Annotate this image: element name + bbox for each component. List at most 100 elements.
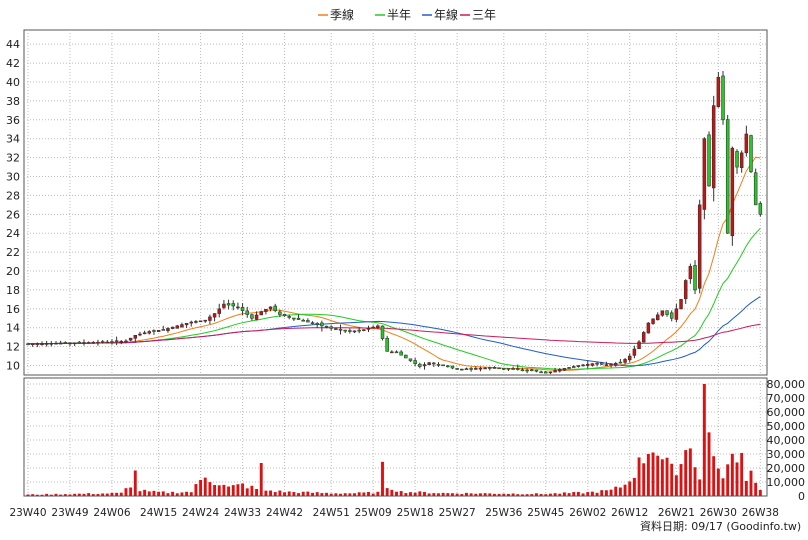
candle-body (245, 310, 249, 315)
legend: 季線 半年 年線 三年 (318, 7, 496, 22)
candle-body (105, 341, 110, 344)
candle-body (324, 325, 329, 328)
candle-body (586, 363, 590, 366)
price-tick-label: 32 (6, 152, 20, 165)
volume-bar (562, 492, 566, 496)
volume-bar (451, 493, 454, 496)
volume-bar (567, 493, 571, 496)
volume-tick-label: 80,000 (767, 378, 806, 391)
candle-body (460, 368, 464, 371)
price-tick-label: 12 (6, 341, 20, 354)
volume-bar (395, 491, 398, 496)
candle-body (320, 322, 324, 327)
candle-body (170, 326, 175, 329)
candle-body (222, 303, 226, 308)
volume-tick-label: 10,000 (767, 476, 806, 489)
price-panel: 10 12 14 16 18 20 22 24 26 28 30 32 34 36 38 40 42 44 (6, 29, 768, 376)
volume-bar (26, 494, 30, 496)
volume-bar (203, 477, 207, 496)
volume-bar (637, 457, 641, 496)
volume-bar (129, 487, 133, 496)
price-tick-label: 18 (6, 284, 20, 297)
volume-bar (660, 459, 664, 496)
volume-bar (413, 492, 417, 496)
candle-body (231, 303, 235, 307)
candle-body (175, 325, 180, 329)
candle-body (58, 342, 63, 345)
candle-body (282, 313, 287, 317)
candle-body (203, 319, 207, 322)
x-tick-label: 24W15 (140, 507, 177, 519)
volume-bar (348, 493, 352, 496)
volume-bar (754, 482, 758, 496)
price-tick-label: 42 (6, 57, 20, 70)
candle-body (595, 362, 599, 365)
candle-body (217, 308, 221, 314)
candle-body (100, 341, 105, 343)
candle-body (688, 266, 693, 280)
volume-bar (418, 491, 422, 496)
volume-bar (119, 492, 123, 496)
volume-bar (133, 470, 137, 496)
volume-bar (520, 494, 524, 496)
volume-bar (702, 384, 706, 496)
x-tick-label: 26W30 (700, 507, 737, 519)
volume-bar (479, 493, 482, 496)
candle-body (194, 321, 198, 323)
volume-bar (642, 463, 646, 496)
volume-bar (623, 484, 627, 496)
volume-bar (544, 494, 548, 496)
candle-body (604, 364, 609, 366)
candle-body (697, 204, 702, 289)
volume-bar (507, 493, 510, 496)
volume-bar (171, 491, 175, 496)
volume-bar (553, 493, 557, 496)
candle-body (26, 343, 30, 345)
candle-body (366, 328, 371, 330)
candle-body (511, 368, 515, 370)
volume-bar (651, 452, 655, 496)
volume-bar (432, 493, 436, 496)
candle-body (254, 314, 259, 320)
candle-body (119, 340, 124, 344)
x-tick-label: 26W12 (611, 507, 648, 519)
candle-body (739, 152, 744, 168)
volume-bar (670, 463, 674, 496)
candles (26, 70, 763, 375)
volume-bar (525, 494, 529, 496)
volume-bar (712, 456, 716, 496)
legend-label: 年線 (434, 7, 458, 22)
volume-bar (241, 483, 245, 496)
candle-body (133, 335, 138, 339)
candle-body (301, 319, 305, 322)
volume-bar (68, 494, 72, 496)
volume-bar (292, 491, 296, 496)
candle-body (474, 368, 478, 370)
candle-body (306, 320, 310, 323)
x-tick-label: 24W51 (313, 507, 350, 519)
x-tick-label: 24W06 (93, 507, 130, 519)
candle-body (161, 329, 166, 331)
volume-bar (441, 492, 445, 496)
candle-body (343, 329, 347, 332)
volume-bar (367, 491, 370, 496)
x-tick-label: 25W36 (485, 507, 522, 519)
volume-bar (698, 479, 702, 496)
volume-bar (105, 493, 109, 496)
volume-bar (726, 464, 730, 496)
volume-bar (609, 489, 613, 496)
volume-bar (157, 491, 161, 496)
volume-bar (180, 492, 184, 496)
candle-body (744, 133, 749, 154)
candle-body (142, 332, 147, 335)
x-tick-label: 26W02 (569, 507, 606, 519)
volume-tick-label: 50,000 (767, 420, 806, 433)
candle-body (599, 362, 604, 365)
x-tick-label: 23W40 (9, 507, 46, 519)
candle-body (91, 342, 96, 344)
price-tick-label: 34 (6, 133, 20, 146)
x-tick-label: 25W45 (527, 507, 564, 519)
candle-body (30, 343, 35, 346)
volume-bar (147, 491, 151, 496)
volume-bar (469, 493, 473, 496)
